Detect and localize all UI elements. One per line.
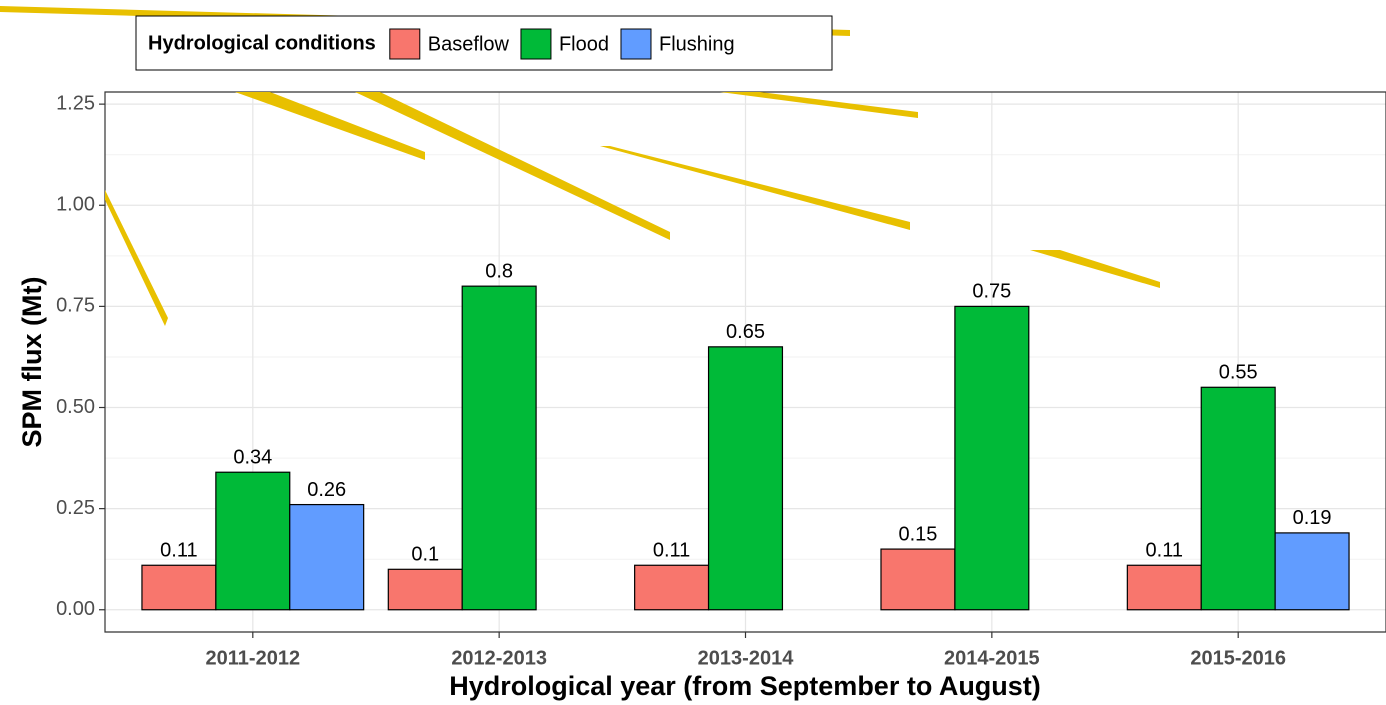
x-tick-label: 2014-2015 [944, 647, 1040, 669]
x-tick-label: 2012-2013 [451, 647, 547, 669]
bar [707, 346, 784, 611]
x-tick-label: 2011-2012 [206, 647, 301, 669]
stroke [720, 92, 918, 118]
y-tick-label: 1.25 [56, 92, 95, 114]
bar [141, 564, 217, 611]
stroke [105, 190, 168, 326]
y-tick-label: 0.75 [56, 295, 95, 317]
panel-border [104, 91, 1386, 633]
bar [387, 568, 463, 611]
y-tick-label: 0.50 [56, 396, 95, 418]
x-axis-title: Hydrological year (from September to Aug… [449, 671, 1041, 701]
bar [1126, 564, 1202, 611]
value-label: 0.1 [411, 544, 439, 566]
y-axis-title: SPM flux (Mt) [17, 277, 47, 448]
value-label: 0.75 [972, 281, 1011, 303]
value-label: 0.11 [160, 540, 197, 562]
legend-swatch [520, 28, 552, 60]
legend-label: Flushing [659, 33, 735, 55]
value-label: 0.65 [726, 321, 765, 343]
y-tick-label: 1.00 [56, 194, 95, 216]
bar [1200, 386, 1276, 611]
value-label: 0.11 [1146, 540, 1183, 562]
legend-title: Hydrological conditions [148, 32, 376, 54]
value-label: 0.15 [898, 523, 937, 545]
x-tick-label: 2013-2014 [698, 647, 795, 669]
x-tick-label: 2015-2016 [1190, 647, 1286, 669]
bar [634, 564, 710, 611]
value-label: 0.26 [307, 479, 346, 501]
value-label: 0.11 [653, 540, 690, 562]
stroke [235, 92, 425, 160]
stroke [355, 92, 670, 240]
bar [461, 285, 537, 611]
legend-box [135, 15, 833, 71]
stroke [1030, 250, 1160, 288]
legend-label: Baseflow [428, 33, 510, 55]
value-label: 0.34 [233, 447, 272, 469]
value-label: 0.8 [485, 260, 513, 282]
bar [954, 305, 1030, 611]
bar [1274, 532, 1350, 611]
value-label: 0.55 [1219, 362, 1258, 384]
y-tick-label: 0.00 [56, 598, 95, 620]
legend-label: Flood [559, 33, 609, 55]
plot-area: 0.00 0.25 0.50 0.75 1.00 1.25 0.11 0.1 0.11 0.15 0… [56, 91, 1386, 669]
bar [215, 471, 291, 611]
bar [289, 503, 365, 611]
bar [880, 548, 956, 611]
legend-swatch [389, 28, 421, 60]
y-tick-label: 0.25 [56, 497, 95, 519]
stroke [600, 146, 910, 230]
legend-swatch [620, 28, 652, 60]
value-label: 0.19 [1293, 507, 1332, 529]
